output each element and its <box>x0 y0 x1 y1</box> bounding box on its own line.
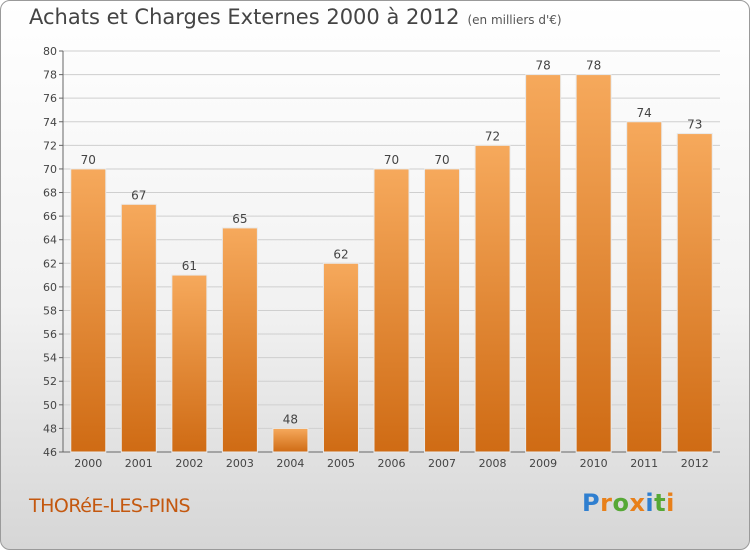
y-tick-label: 54 <box>43 352 57 365</box>
y-tick-label: 64 <box>43 234 57 247</box>
x-tick-label: 2001 <box>125 457 153 470</box>
x-tick-label: 2011 <box>630 457 658 470</box>
data-label-2006: 70 <box>384 153 399 167</box>
x-tick-label: 2008 <box>479 457 507 470</box>
y-tick-label: 76 <box>43 92 57 105</box>
data-label-2004: 48 <box>283 412 298 426</box>
y-tick-label: 56 <box>43 328 57 341</box>
bar-2000 <box>70 168 107 453</box>
data-label-2009: 78 <box>535 59 550 73</box>
y-tick-label: 50 <box>43 399 57 412</box>
x-tick-label: 2009 <box>529 457 557 470</box>
bar-2001 <box>120 203 157 453</box>
x-tick-label: 2007 <box>428 457 456 470</box>
y-tick-label: 66 <box>43 210 57 223</box>
bar-2011 <box>626 121 663 453</box>
data-label-2002: 61 <box>182 259 197 273</box>
data-label-2007: 70 <box>434 153 449 167</box>
y-tick-label: 58 <box>43 304 57 317</box>
logo-letter: o <box>612 489 630 517</box>
bar-2007 <box>424 168 461 453</box>
logo-letter: r <box>600 489 613 517</box>
logo-letter: i <box>645 489 655 517</box>
y-tick-label: 62 <box>43 257 57 270</box>
bar-2004 <box>272 427 309 453</box>
bar-2005 <box>322 262 359 453</box>
y-tick-label: 70 <box>43 163 57 176</box>
chart-title: Achats et Charges Externes 2000 à 2012 (e… <box>29 5 562 29</box>
data-label-2008: 72 <box>485 129 500 143</box>
data-label-2011: 74 <box>637 106 652 120</box>
y-tick-label: 74 <box>43 116 57 129</box>
proxiti-logo: Proxiti <box>582 489 675 517</box>
data-label-2003: 65 <box>232 212 247 226</box>
y-tick-label: 72 <box>43 139 57 152</box>
y-tick-label: 78 <box>43 69 57 82</box>
x-tick-label: 2004 <box>276 457 304 470</box>
bar-2010 <box>575 74 612 453</box>
y-tick-label: 80 <box>43 45 57 58</box>
bar-2006 <box>373 168 410 453</box>
bars <box>70 74 713 453</box>
data-labels: 70 67 61 65 48 62 70 70 72 78 78 74 73 <box>81 59 703 427</box>
bar-2002 <box>171 274 208 453</box>
bar-2008 <box>474 144 511 453</box>
x-tick-label: 2000 <box>74 457 102 470</box>
data-label-2012: 73 <box>687 118 702 132</box>
y-tick-label: 46 <box>43 446 57 459</box>
y-tick-label: 48 <box>43 422 57 435</box>
commune-name: THORéE-LES-PINS <box>29 495 191 517</box>
y-tick-label: 52 <box>43 375 57 388</box>
x-tick-label: 2006 <box>378 457 406 470</box>
chart-subtitle: (en milliers d'€) <box>467 13 562 27</box>
bar-2012 <box>676 133 713 453</box>
data-label-2005: 62 <box>333 247 348 261</box>
x-tick-label: 2010 <box>580 457 608 470</box>
chart-title-text: Achats et Charges Externes 2000 à 2012 <box>29 5 460 29</box>
x-tick-label: 2003 <box>226 457 254 470</box>
logo-letter: i <box>666 489 675 517</box>
bar-2009 <box>525 74 562 453</box>
logo-letter: t <box>654 489 667 517</box>
x-tick-label: 2005 <box>327 457 355 470</box>
data-label-2010: 78 <box>586 59 601 73</box>
data-label-2000: 70 <box>81 153 96 167</box>
x-tick-label: 2012 <box>681 457 709 470</box>
y-tick-label: 68 <box>43 187 57 200</box>
logo-letter: P <box>582 489 601 517</box>
data-label-2001: 67 <box>131 188 146 202</box>
y-tick-label: 60 <box>43 281 57 294</box>
x-tick-label: 2002 <box>175 457 203 470</box>
logo-letter: x <box>629 489 646 517</box>
bar-2003 <box>221 227 258 453</box>
